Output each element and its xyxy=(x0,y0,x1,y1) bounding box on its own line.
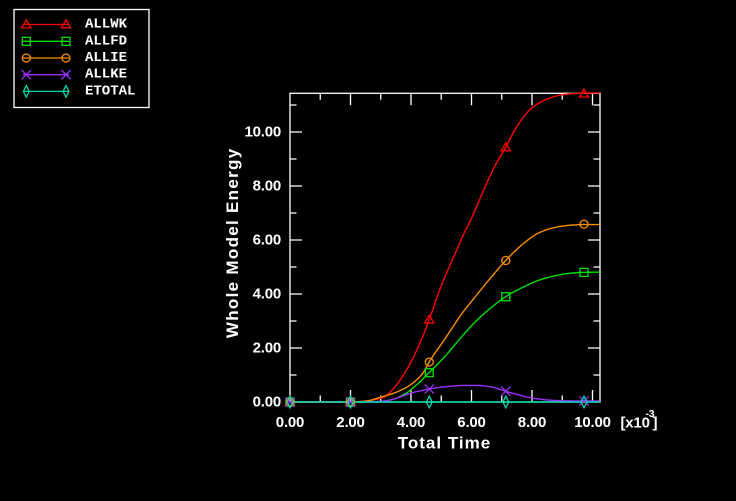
svg-text:Total Time: Total Time xyxy=(398,433,491,452)
svg-text:-3: -3 xyxy=(646,408,655,420)
svg-text:10.00: 10.00 xyxy=(574,414,611,431)
svg-text:[x10: [x10 xyxy=(621,415,650,432)
svg-text:ALLFD: ALLFD xyxy=(85,33,127,49)
svg-text:ALLWK: ALLWK xyxy=(85,17,128,33)
svg-text:10.00: 10.00 xyxy=(244,124,281,141)
svg-text:0.00: 0.00 xyxy=(276,414,304,431)
svg-text:8.00: 8.00 xyxy=(518,414,546,431)
svg-text:Whole Model Energy: Whole Model Energy xyxy=(223,148,242,339)
svg-text:ALLKE: ALLKE xyxy=(85,67,127,83)
svg-text:6.00: 6.00 xyxy=(457,414,485,431)
svg-text:4.00: 4.00 xyxy=(253,286,281,303)
svg-text:2.00: 2.00 xyxy=(336,414,364,431)
svg-text:6.00: 6.00 xyxy=(253,232,281,249)
svg-text:]: ] xyxy=(653,415,658,432)
svg-text:ETOTAL: ETOTAL xyxy=(85,83,135,99)
svg-text:4.00: 4.00 xyxy=(397,414,425,431)
svg-text:2.00: 2.00 xyxy=(253,340,281,357)
svg-text:8.00: 8.00 xyxy=(253,178,281,195)
svg-text:ALLIE: ALLIE xyxy=(85,50,127,66)
svg-text:0.00: 0.00 xyxy=(253,394,281,411)
